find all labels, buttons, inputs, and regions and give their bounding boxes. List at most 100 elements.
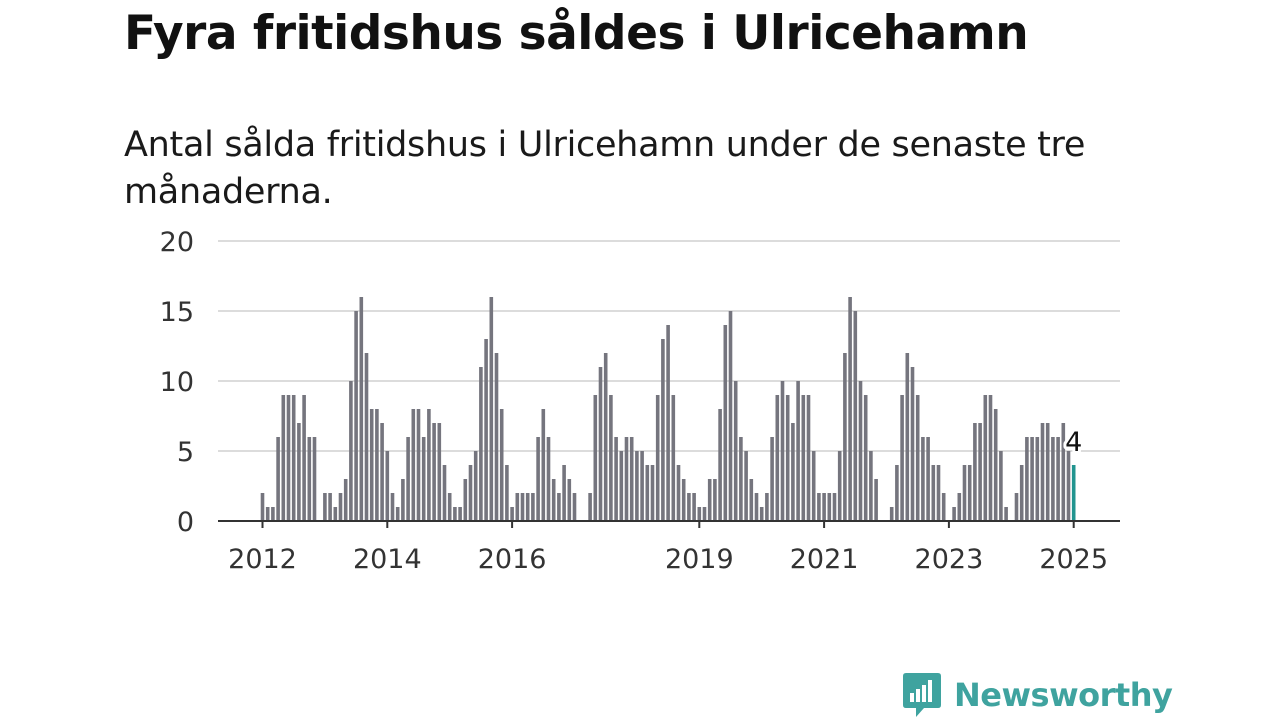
bar xyxy=(442,465,447,521)
bar xyxy=(1045,423,1050,521)
bar xyxy=(463,479,468,521)
bar xyxy=(364,353,369,521)
x-tick-label: 2014 xyxy=(353,544,422,575)
bar xyxy=(359,297,364,521)
bar xyxy=(661,339,665,521)
bar xyxy=(817,493,821,521)
bar xyxy=(593,395,598,521)
bar xyxy=(744,451,748,521)
bar xyxy=(640,451,644,521)
bar xyxy=(343,479,348,521)
bar xyxy=(536,437,540,521)
bar xyxy=(333,507,338,521)
x-tick-label: 2012 xyxy=(228,544,297,575)
bar xyxy=(957,493,962,521)
bar xyxy=(952,507,956,521)
bar xyxy=(551,479,556,521)
bar xyxy=(1061,423,1066,521)
bar xyxy=(531,493,535,521)
x-tick-label: 2019 xyxy=(665,544,734,575)
bar xyxy=(411,409,416,521)
bar xyxy=(993,409,998,521)
bar xyxy=(806,395,811,521)
bar xyxy=(479,367,483,521)
bar xyxy=(702,507,707,521)
bar xyxy=(297,423,301,521)
bar xyxy=(645,465,650,521)
bar xyxy=(572,493,577,521)
bar xyxy=(900,395,904,521)
bar xyxy=(437,423,442,521)
bar xyxy=(780,381,785,521)
bar xyxy=(687,493,691,521)
bar xyxy=(395,507,400,521)
bar xyxy=(510,507,514,521)
bar xyxy=(473,451,478,521)
bar xyxy=(983,395,988,521)
bar xyxy=(785,395,790,521)
bar xyxy=(432,423,436,521)
bar xyxy=(775,395,780,521)
bar xyxy=(401,479,405,521)
bar xyxy=(1056,437,1060,521)
bar xyxy=(681,479,686,521)
bar xyxy=(973,423,977,521)
x-tick-label: 2021 xyxy=(790,544,859,575)
bar xyxy=(754,493,759,521)
bar xyxy=(286,395,291,521)
bar-latest xyxy=(1071,465,1076,521)
bar xyxy=(999,451,1003,521)
bar xyxy=(260,493,265,521)
bar xyxy=(915,395,920,521)
bar xyxy=(749,479,754,521)
bar xyxy=(718,409,722,521)
bar xyxy=(796,381,800,521)
x-tick-label: 2016 xyxy=(478,544,547,575)
bar xyxy=(1014,493,1019,521)
bar xyxy=(468,465,473,521)
bar xyxy=(941,493,946,521)
bar xyxy=(281,395,286,521)
bar xyxy=(1019,465,1024,521)
value-label-latest: 4 xyxy=(1065,427,1082,458)
bar xyxy=(822,493,826,521)
bar xyxy=(499,409,504,521)
x-tick-label: 2023 xyxy=(915,544,984,575)
bar xyxy=(291,395,296,521)
bar xyxy=(827,493,832,521)
bar xyxy=(484,339,488,521)
bar xyxy=(791,423,795,521)
bar xyxy=(811,451,816,521)
bar xyxy=(520,493,525,521)
y-tick-label: 0 xyxy=(177,507,194,538)
bar xyxy=(978,423,982,521)
bar xyxy=(390,493,395,521)
bar xyxy=(728,311,733,521)
y-tick-label: 5 xyxy=(177,437,194,468)
bar xyxy=(624,437,629,521)
bar xyxy=(312,437,317,521)
bar xyxy=(427,409,431,521)
bar xyxy=(562,465,566,521)
y-tick-label: 10 xyxy=(160,367,194,398)
chart-subtitle: Antal sålda fritidshus i Ulricehamn unde… xyxy=(124,125,1086,212)
bar xyxy=(635,451,639,521)
bar xyxy=(369,409,374,521)
y-tick-label: 20 xyxy=(160,227,194,258)
bar xyxy=(905,353,910,521)
bar xyxy=(271,507,275,521)
bar xyxy=(921,437,925,521)
bar xyxy=(453,507,457,521)
bar xyxy=(655,395,660,521)
axes xyxy=(218,520,1120,528)
bar xyxy=(458,507,462,521)
bar xyxy=(1040,423,1045,521)
x-tick-label: 2025 xyxy=(1039,544,1108,575)
bar xyxy=(692,493,696,521)
bar xyxy=(733,381,738,521)
bar xyxy=(375,409,379,521)
bar xyxy=(546,437,551,521)
bar xyxy=(874,479,878,521)
brand-logo: Newsworthy xyxy=(902,670,1173,720)
bar xyxy=(515,493,520,521)
